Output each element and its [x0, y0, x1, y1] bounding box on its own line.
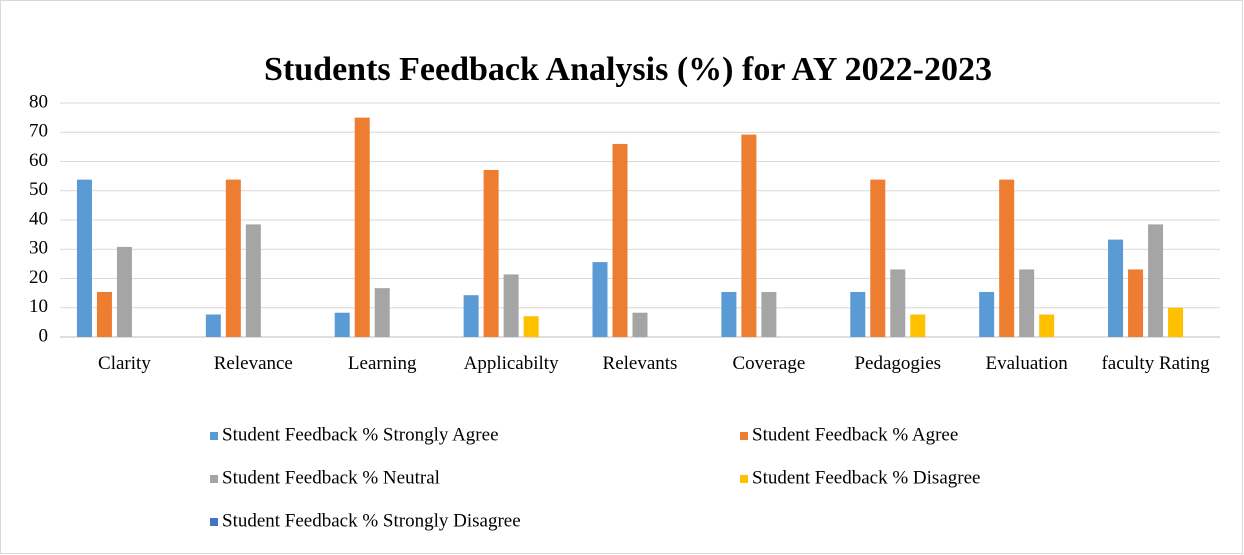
y-tick-label: 20	[29, 267, 48, 288]
x-tick-label: faculty Rating	[1101, 353, 1210, 374]
bar	[523, 316, 539, 337]
y-tick-label: 40	[29, 208, 48, 229]
legend-marker	[740, 432, 748, 440]
x-tick-label: Clarity	[98, 353, 151, 374]
bar	[979, 291, 995, 337]
legend-marker	[210, 518, 218, 526]
bar	[632, 312, 648, 337]
chart-title: Students Feedback Analysis (%) for AY 20…	[264, 51, 992, 88]
y-tick-label: 60	[29, 150, 48, 171]
bar	[741, 134, 757, 337]
bar	[463, 295, 479, 337]
y-tick-label: 10	[29, 296, 48, 317]
legend-label: Student Feedback % Strongly Agree	[222, 424, 499, 445]
x-tick-label: Evaluation	[985, 353, 1068, 374]
y-tick-label: 30	[29, 238, 48, 259]
bar	[245, 224, 261, 337]
bar	[354, 117, 370, 337]
bar	[503, 274, 519, 337]
legend-marker	[740, 475, 748, 483]
legend-marker	[210, 432, 218, 440]
y-tick-label: 0	[39, 325, 49, 346]
x-tick-label: Relevance	[213, 353, 293, 374]
bar	[870, 179, 886, 337]
bar	[483, 169, 499, 337]
bar	[205, 314, 221, 337]
bar	[1128, 269, 1144, 337]
legend-marker	[210, 475, 218, 483]
x-tick-label: Relevants	[602, 353, 678, 374]
bar	[374, 288, 390, 337]
bar	[890, 269, 906, 337]
bar	[612, 143, 628, 337]
bar	[225, 179, 241, 337]
x-tick-label: Pedagogies	[854, 353, 942, 374]
x-tick-label: Coverage	[732, 353, 806, 374]
x-tick-label: Applicabilty	[463, 353, 559, 374]
legend-label: Student Feedback % Neutral	[222, 467, 440, 488]
legend-label: Student Feedback % Strongly Disagree	[222, 510, 521, 531]
bar	[1019, 269, 1035, 337]
bar	[334, 312, 350, 337]
bar	[592, 262, 608, 337]
bar	[1168, 307, 1184, 337]
legend-label: Student Feedback % Agree	[752, 424, 958, 445]
bar	[1108, 239, 1124, 337]
bar	[116, 246, 132, 337]
bar	[96, 291, 112, 337]
bar	[999, 179, 1015, 337]
x-tick-label: Learning	[347, 353, 417, 374]
legend-label: Student Feedback % Disagree	[752, 467, 980, 488]
bar	[761, 291, 777, 337]
bar	[1148, 224, 1164, 337]
bar	[76, 179, 92, 337]
bar	[1039, 314, 1055, 337]
bar	[910, 314, 926, 337]
y-tick-label: 50	[29, 179, 48, 200]
bar	[721, 291, 737, 337]
bar	[850, 291, 866, 337]
y-tick-label: 80	[29, 91, 48, 112]
y-tick-label: 70	[29, 121, 48, 142]
